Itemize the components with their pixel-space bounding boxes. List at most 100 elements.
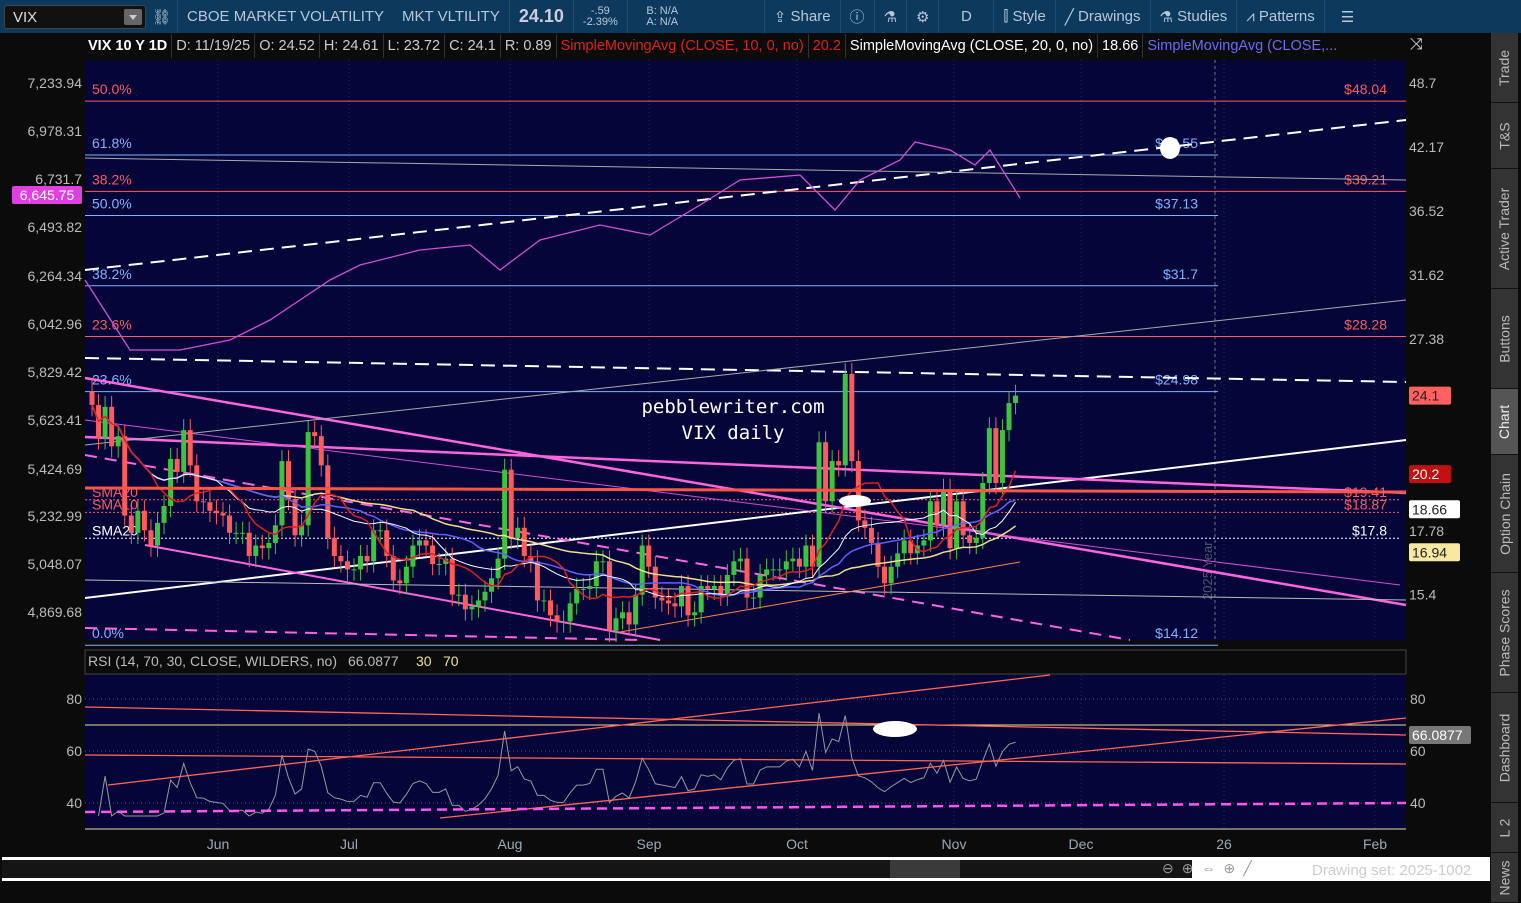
candle-body [587,586,593,589]
trendline [84,357,1407,383]
scrollbar-thumb[interactable] [890,860,960,878]
flask-button[interactable]: ⚗ [873,0,906,33]
candle-body [371,530,377,562]
symbol-selector[interactable]: VIX [4,4,146,29]
trendline [84,627,641,641]
candle-body [561,621,567,623]
collapse-icon[interactable]: ⤨ [1410,36,1423,53]
left-axis-label: 4,869.68 [28,604,83,620]
candle-body [338,555,344,562]
candle-body [620,612,626,619]
rsi-axis-label: 60 [1410,743,1426,759]
bid: B: N/A [646,4,679,17]
share-icon: ⇪ [773,8,791,26]
candle-body [207,502,213,511]
tab-trade[interactable]: Trade [1491,33,1518,103]
legend-sma20: SimpleMovingAvg (CLOSE, 20, 0, no) [846,34,1099,58]
candle-body [187,430,193,466]
scrollbar[interactable] [2,860,1192,878]
rsi-trendline [439,717,1407,819]
tab-phase-scores[interactable]: Phase Scores [1491,573,1518,693]
candle-body [240,532,246,534]
chevron-down-icon[interactable] [124,8,142,25]
tab-chart[interactable]: Chart [1491,389,1518,455]
rsi-value-marker-text: 66.0877 [1412,727,1463,743]
style-label: Style [1012,8,1046,25]
date-label: Jun [207,836,230,852]
rsi-overbought: 70 [443,653,459,669]
pct-change: -2.39% [582,15,618,28]
tab-l-2[interactable]: L 2 [1491,803,1518,853]
candle-body [253,545,259,556]
rsi-trendline [84,706,1407,736]
style-button[interactable]: ⫿ Style [993,0,1054,33]
period-button[interactable]: D [938,0,993,33]
legend-sma10: SimpleMovingAvg (CLOSE, 10, 0, no) [557,34,809,58]
candle-body [927,501,933,541]
chart-title: VIX 10 Y 1D [84,34,173,58]
candle-body [823,442,829,502]
tab-dashboard[interactable]: Dashboard [1491,693,1518,803]
candle-body [606,561,612,631]
fib-percent: 61.8% [92,135,132,151]
settings-button[interactable]: ⚙ [906,0,938,33]
tab-label: Chart [1496,404,1513,439]
fib-percent: 38.2% [92,171,132,187]
patterns-button[interactable]: ⩘ Patterns [1236,0,1324,33]
tab-label: Buttons [1496,314,1513,363]
tab-news[interactable]: News [1491,853,1518,903]
candle-body [200,501,206,503]
trendline [84,299,1407,446]
tab-label: T&S [1496,121,1513,150]
right-price-marker-value: 18.66 [1412,501,1447,517]
side-tabs: Trade T&S Active Trader Buttons Chart Option … [1491,33,1518,903]
share-button[interactable]: ⇪ Share [763,0,840,33]
candle-body [941,489,946,526]
watermark: VIX daily [682,422,785,444]
link-icon[interactable]: ⛓ [152,8,172,26]
candle-body [305,432,311,526]
candle-body [980,482,986,538]
toolbar: VIX ⛓ CBOE MARKET VOLATILITY MKT VLTILIT… [0,0,1521,33]
candle-body [443,558,449,564]
legend-high: H: 24.61 [320,34,384,58]
sma20-line [91,404,1016,598]
tab-option-chain[interactable]: Option Chain [1491,455,1518,573]
zoom-tools[interactable]: ⊖⊕⇔⊕╱ [1162,860,1260,876]
last-price: 24.10 [508,0,573,33]
candle-body [299,525,305,536]
candle-body [554,615,560,622]
tab-t-s[interactable]: T&S [1491,103,1518,169]
spx-line [84,141,1021,351]
candle-body [888,566,894,584]
tab-label: Dashboard [1496,713,1513,782]
chart-canvas[interactable]: JunJulAugSepOctNovDec26Feb2025 Year7,233… [0,33,1490,857]
drawings-button[interactable]: ╱ Drawings [1054,0,1150,33]
candle-body [168,458,174,506]
right-axis-label: 27.38 [1409,331,1444,347]
candle-body [685,586,691,616]
tab-active-trader[interactable]: Active Trader [1491,169,1518,289]
candle-body [692,612,698,616]
left-axis-label: 5,048.07 [28,556,83,572]
trendline [84,419,1401,586]
tab-buttons[interactable]: Buttons [1491,289,1518,389]
candle-body [384,530,390,556]
candle-body [358,555,364,570]
candle-body [155,522,160,546]
candle-body [430,545,436,564]
candle-body [233,532,239,534]
rsi-label: RSI (14, 70, 30, CLOSE, WILDERS, no) [88,653,337,669]
info-button[interactable]: ⓘ [839,0,874,33]
candle-body [312,432,318,437]
line-icon: ╱ [1064,8,1078,26]
left-axis-label: 7,233.94 [28,75,83,91]
menu-button[interactable]: ☰ [1323,0,1370,33]
studies-button[interactable]: ⚗ Studies [1149,0,1237,33]
candle-body [679,586,684,607]
candle-body [908,540,914,554]
left-axis-label: 5,623.41 [28,412,83,428]
candle-body [423,540,429,546]
candle-body [770,569,776,571]
candle-body [469,606,475,610]
